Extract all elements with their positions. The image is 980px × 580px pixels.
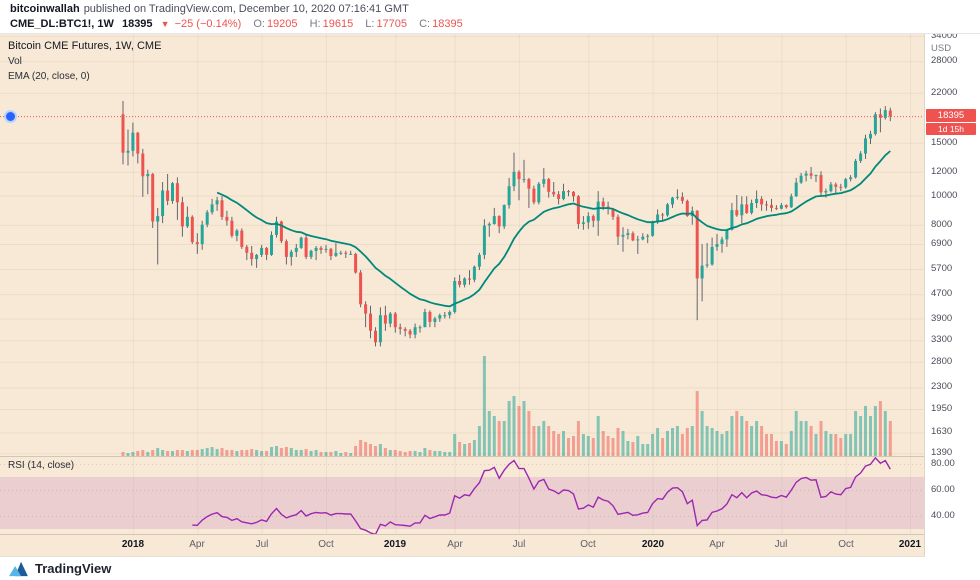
price-axis-label: 10000 bbox=[931, 190, 958, 201]
time-axis-label: Oct bbox=[838, 539, 854, 550]
last-price-badge: 18395 bbox=[926, 109, 976, 122]
publication-marker-icon[interactable] bbox=[4, 110, 17, 123]
rsi-pane-layer bbox=[0, 464, 925, 529]
low-value: 17705 bbox=[376, 18, 408, 30]
price-axis-label: 12000 bbox=[931, 166, 958, 177]
low-label: L: bbox=[365, 18, 375, 30]
price-axis-label: 1950 bbox=[931, 403, 953, 414]
published-text: published on TradingView.com, December 1… bbox=[83, 3, 409, 15]
chart-area[interactable]: Bitcoin CME Futures, 1W, CME Vol EMA (20… bbox=[0, 33, 980, 557]
high-value: 19615 bbox=[322, 18, 354, 30]
price-axis-label: 2800 bbox=[931, 356, 953, 367]
symbol-line: CME_DL:BTC1!, 1W 18395 ▼ −25 (−0.14%) O:… bbox=[10, 18, 463, 30]
open-value: 19205 bbox=[266, 18, 298, 30]
footer: TradingView bbox=[0, 556, 980, 580]
price-axis-label: 15000 bbox=[931, 137, 958, 148]
last-price: 18395 bbox=[121, 18, 153, 30]
volume-layer bbox=[121, 356, 892, 456]
price-axis-label: 4700 bbox=[931, 288, 953, 299]
price-axis-label: 1630 bbox=[931, 426, 953, 437]
close-label: C: bbox=[419, 18, 431, 30]
rsi-legend: RSI (14, close) bbox=[8, 460, 75, 471]
ema-line bbox=[216, 150, 891, 308]
time-axis-label: Apr bbox=[709, 539, 725, 550]
time-axis-label: Apr bbox=[447, 539, 463, 550]
legend-symbol: Bitcoin CME Futures, 1W, CME bbox=[8, 40, 162, 52]
price-axis[interactable]: USD 18395 1d 15h 34000 28000 22000 15000 120… bbox=[924, 34, 980, 557]
currency-label: USD bbox=[931, 43, 952, 54]
time-axis-label: Oct bbox=[580, 539, 596, 550]
chart-legend: Bitcoin CME Futures, 1W, CME Vol EMA (20… bbox=[8, 39, 161, 84]
time-axis-label: 2021 bbox=[898, 539, 922, 550]
price-axis-label: 34000 bbox=[931, 34, 958, 41]
time-axis-label: Oct bbox=[318, 539, 334, 550]
legend-volume: Vol bbox=[8, 56, 22, 67]
candles-layer bbox=[121, 101, 892, 347]
author-name[interactable]: bitcoinwallah bbox=[10, 3, 80, 15]
rsi-line bbox=[192, 457, 891, 534]
grid-layer bbox=[0, 34, 925, 534]
symbol-title[interactable]: CME_DL:BTC1!, 1W bbox=[10, 18, 114, 30]
time-axis-label: Jul bbox=[255, 539, 269, 550]
price-axis-label: 28000 bbox=[931, 55, 958, 66]
header: bitcoinwallah published on TradingView.co… bbox=[0, 0, 980, 33]
price-axis-label: 5700 bbox=[931, 263, 953, 274]
tradingview-brand[interactable]: TradingView bbox=[35, 561, 112, 576]
price-axis-label: 22000 bbox=[931, 87, 958, 98]
price-axis-label: 3900 bbox=[931, 313, 953, 324]
change-down-arrow-icon: ▼ bbox=[160, 19, 170, 29]
price-change: −25 (−0.14%) bbox=[174, 18, 242, 30]
legend-ema: EMA (20, close, 0) bbox=[8, 71, 90, 82]
time-axis-label: Apr bbox=[189, 539, 205, 550]
bar-countdown-badge: 1d 15h bbox=[926, 123, 976, 135]
price-axis-label: 3300 bbox=[931, 334, 953, 345]
time-axis-label: Jul bbox=[774, 539, 788, 550]
rsi-axis-label: 40.00 bbox=[931, 510, 955, 521]
time-axis-label: 2020 bbox=[641, 539, 665, 550]
close-value: 18395 bbox=[432, 18, 463, 30]
price-axis-label: 2300 bbox=[931, 381, 953, 392]
time-axis[interactable]: 2018 Apr Jul Oct 2019 Apr Jul Oct 2020 Apr Jul Oct 2… bbox=[0, 534, 925, 557]
price-axis-label: 6900 bbox=[931, 238, 953, 249]
time-axis-label: 2019 bbox=[383, 539, 407, 550]
rsi-axis-label: 60.00 bbox=[931, 484, 955, 495]
publication-line: bitcoinwallah published on TradingView.co… bbox=[10, 3, 409, 15]
time-axis-label: 2018 bbox=[121, 539, 145, 550]
open-label: O: bbox=[253, 18, 265, 30]
rsi-axis-label: 80.00 bbox=[931, 458, 955, 469]
time-axis-label: Jul bbox=[512, 539, 526, 550]
tradingview-logo-icon[interactable] bbox=[8, 560, 29, 577]
price-axis-label: 8000 bbox=[931, 219, 953, 230]
main-chart[interactable] bbox=[0, 34, 980, 557]
price-axis-label: 1390 bbox=[931, 447, 953, 458]
high-label: H: bbox=[309, 18, 321, 30]
